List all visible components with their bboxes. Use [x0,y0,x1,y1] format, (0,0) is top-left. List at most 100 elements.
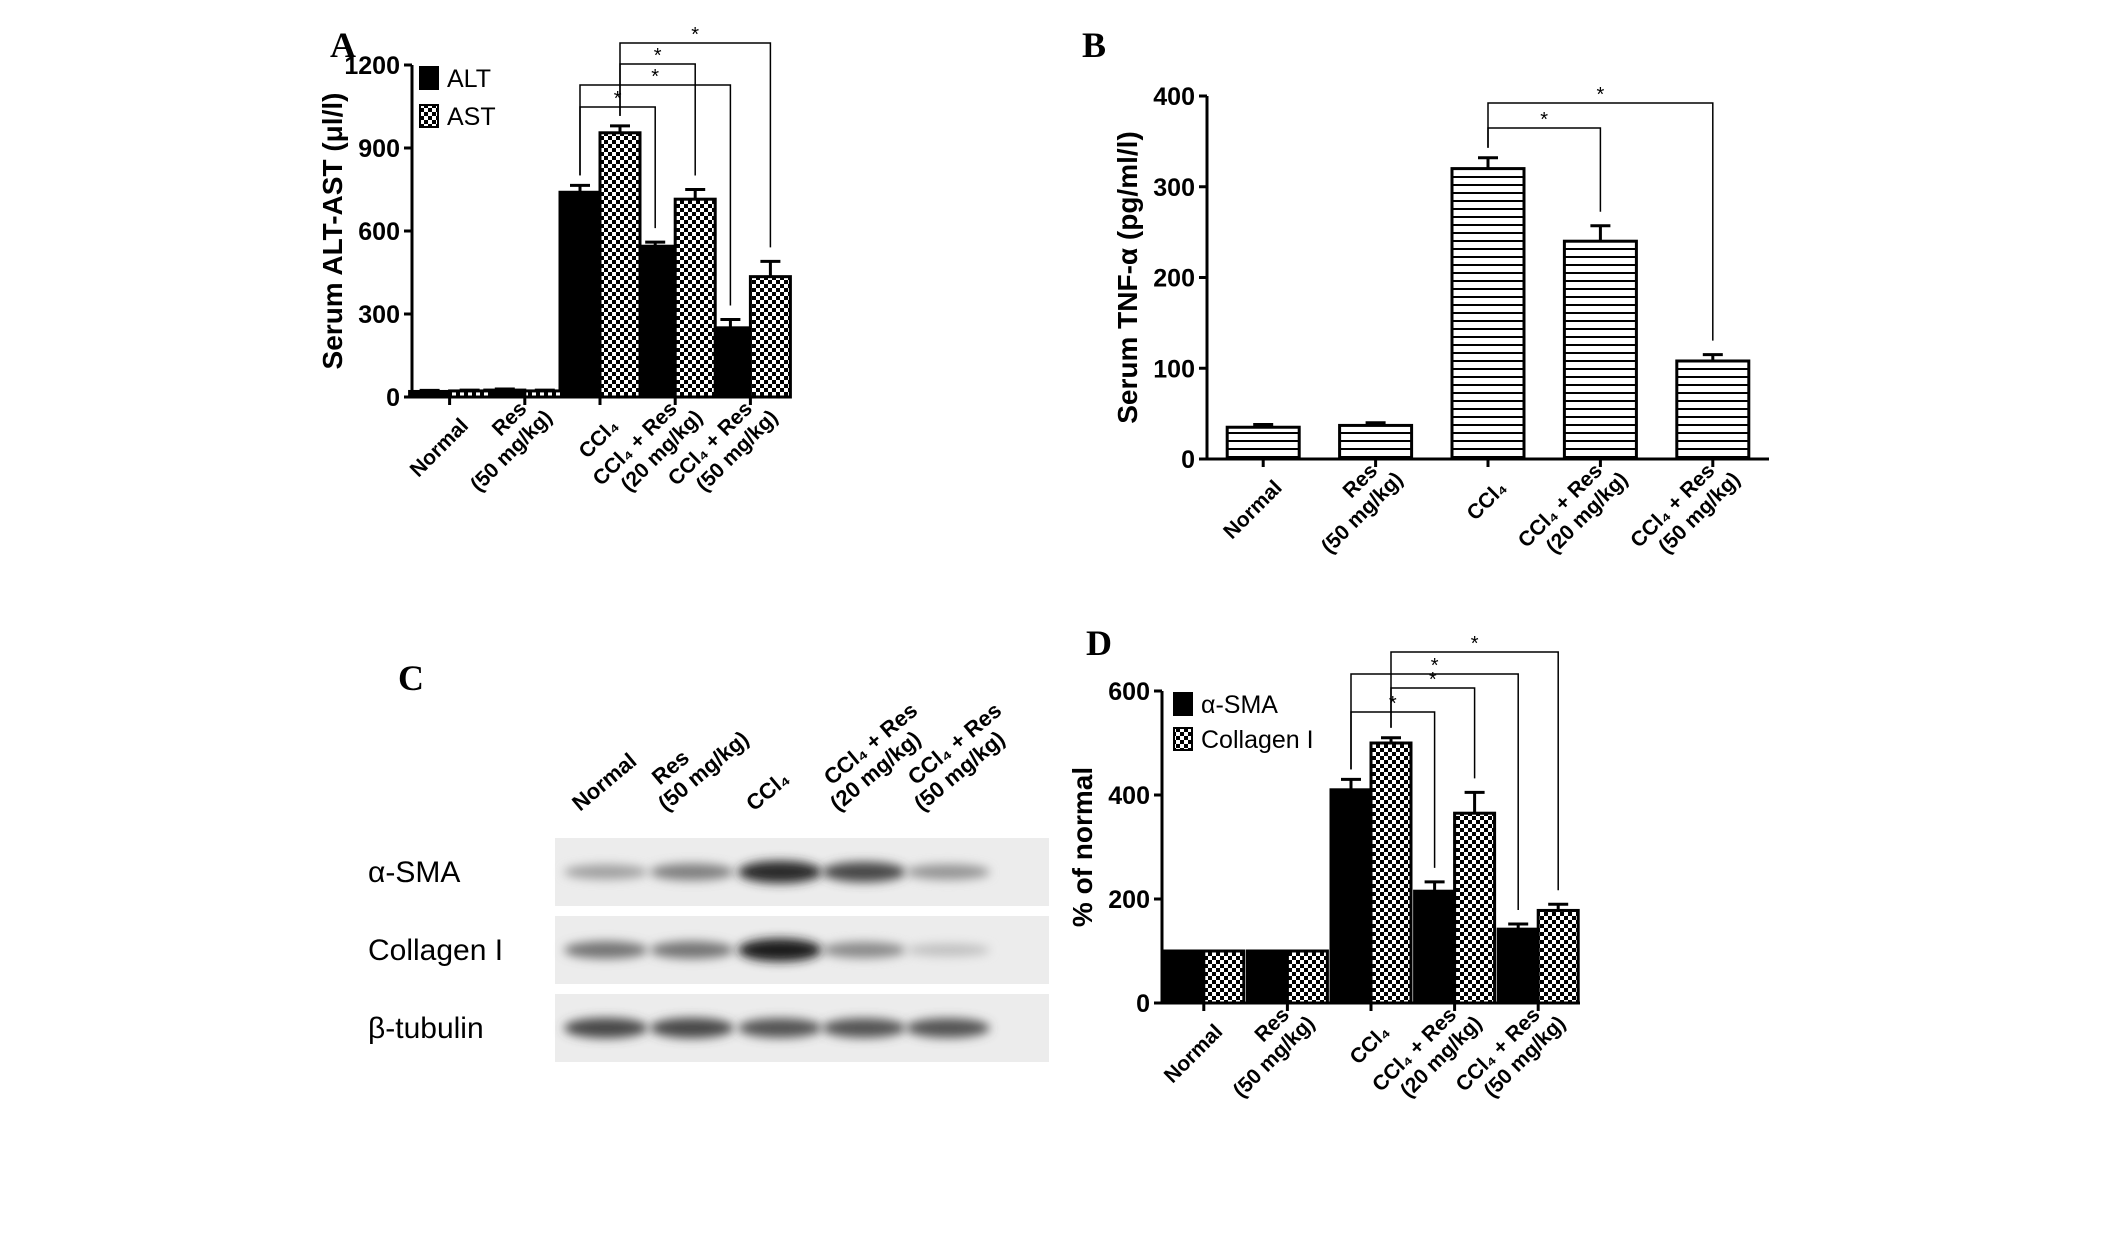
x-tick-label: CCl₄ + Res(20 mg/kg) [1368,1003,1487,1102]
bar-collagen-i [1453,811,1497,1005]
blot-band [906,943,990,957]
significance-bracket [1350,673,1519,910]
significance-bracket [1487,102,1714,341]
x-tick-label-line: Normal [1219,476,1286,543]
x-tick-label: Normal [1160,1020,1227,1087]
legend-swatch [419,104,439,128]
blot-band [906,864,990,880]
significance-bracket [579,84,732,306]
y-tick-label: 300 [358,301,400,329]
bar-value [1675,359,1751,461]
y-tick-label: 400 [1108,782,1150,810]
y-axis-label: % of normal [1067,767,1098,927]
y-axis-label: Serum ALT-AST (μl/l) [317,93,348,370]
bar-ast [523,389,567,399]
bar-collagen-i [1369,741,1413,1005]
bar-collagen-i [1202,949,1246,1005]
y-tick-label: 300 [1153,174,1195,202]
legend-swatch [1173,727,1193,751]
blot-band [906,1018,990,1038]
bar-collagen-i [1285,949,1329,1005]
panel-label-b: B [1082,25,1106,65]
y-tick-label: 200 [1153,265,1195,293]
y-tick-label: 0 [1181,446,1195,474]
blot-row-label: Collagen I [368,934,503,967]
lane-label-line: Normal [567,748,641,816]
significance-star: * [1389,693,1397,715]
blot-row-label: α-SMA [368,856,460,889]
lane-label-line: CCl₄ [741,766,794,816]
x-tick-label-line: CCl₄ [1463,476,1512,525]
significance-star: * [1429,669,1437,691]
blot-band [738,860,822,884]
panel-label-c: C [398,658,424,698]
bar-alt [558,190,602,399]
significance-star: * [691,24,699,46]
bar--sma [1413,889,1457,1005]
lane-label: Res(50 mg/kg) [647,726,754,816]
x-tick-label: Res(50 mg/kg) [1317,459,1408,558]
blot-band [650,941,734,959]
blot-band [822,861,906,883]
blot-band [822,941,906,959]
y-tick-label: 0 [1136,990,1150,1018]
bar-ast [748,275,792,399]
chart-b: 0 100 200 300 400 Serum TNF-α (pg/ml/l) Normal… [1112,83,1769,558]
x-tick-label: Res(50 mg/kg) [1229,1003,1320,1102]
significance-star: * [654,45,662,67]
blot-band [650,863,734,881]
blot-band [822,1018,906,1038]
blot-band [738,938,822,962]
bar-alt [708,326,752,399]
bar--sma [1245,949,1289,1005]
y-axis-label: Serum TNF-α (pg/ml/l) [1112,131,1143,424]
x-tick-label: CCl₄ + Res(20 mg/kg) [1514,459,1633,558]
y-tick-label: 400 [1153,83,1195,111]
y-tick-label: 200 [1108,886,1150,914]
blot-band [564,1017,648,1039]
x-tick-label-line: Normal [1160,1020,1227,1087]
bar-alt [408,389,452,399]
x-tick-label: Normal [406,414,473,481]
y-tick-label: 0 [386,384,400,412]
y-tick-label: 900 [358,135,400,163]
blot-band [738,1018,822,1038]
bar-ast [673,197,717,399]
y-tick-label: 1200 [344,52,400,80]
significance-star: * [614,88,622,110]
bar-collagen-i [1536,908,1580,1005]
bar-value [1338,423,1414,461]
significance-star: * [1471,633,1479,655]
chart-a: 0 300 600 900 1200 Serum ALT-AST (μl/l) Normal… [317,24,792,496]
y-tick-label: 100 [1153,355,1195,383]
lane-label: Normal [567,748,641,816]
panel-label-a: A [330,25,356,65]
significance-star: * [1597,84,1605,106]
blot-band [564,864,648,880]
bar--sma [1496,927,1540,1005]
bar-value [1450,167,1526,461]
y-tick-label: 600 [358,218,400,246]
blot-band [564,941,648,959]
x-tick-label: Res(50 mg/kg) [466,397,557,496]
x-tick-label: CCl₄ + Res(50 mg/kg) [1626,459,1745,558]
panel-label-d: D [1086,623,1112,663]
x-tick-label: CCl₄ + Res(50 mg/kg) [664,397,783,496]
legend-label: α-SMA [1201,691,1278,719]
x-tick-label-line: Normal [406,414,473,481]
x-tick-label: Normal [1219,476,1286,543]
bar-ast [448,389,492,399]
legend-label: ALT [447,65,491,93]
bar-ast [598,131,642,399]
bar-value [1225,425,1301,461]
x-tick-label: CCl₄ [1463,476,1512,525]
legend-swatch [1173,692,1193,716]
bar-value [1562,239,1638,461]
significance-star: * [1540,109,1548,131]
legend-label: AST [447,103,496,131]
lane-label: CCl₄ [741,766,794,816]
legend-label: Collagen I [1201,726,1314,754]
blot-band [650,1017,734,1039]
